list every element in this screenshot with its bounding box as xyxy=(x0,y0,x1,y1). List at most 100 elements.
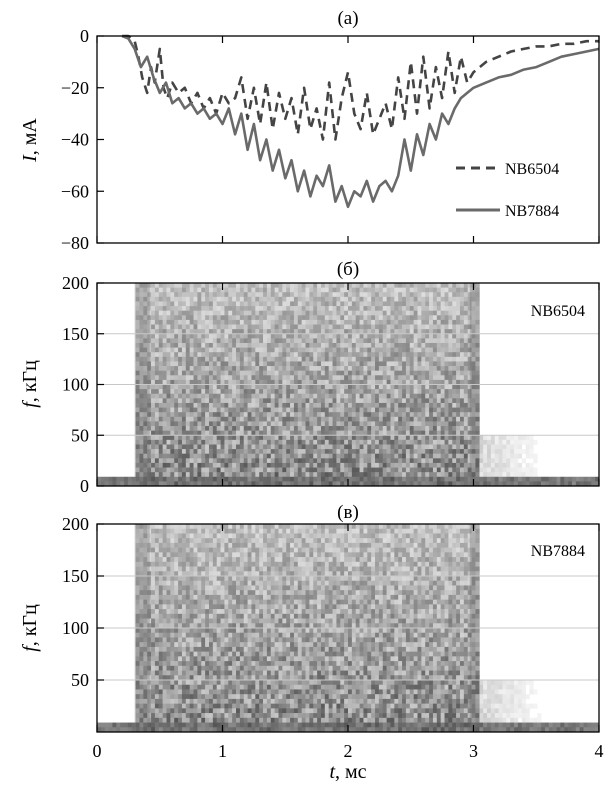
panel-b-spectrogram-cell xyxy=(459,462,465,468)
panel-b-spectrogram-cell xyxy=(216,342,221,348)
panel-b-spectrogram-cell xyxy=(525,453,530,459)
panel-b-spectrogram-cell xyxy=(463,402,469,408)
panel-b-spectrogram-cell xyxy=(463,342,469,348)
panel-b-spectrogram-cell xyxy=(270,333,275,339)
panel-b-spectrogram-cell xyxy=(162,462,167,468)
panel-b-spectrogram-cell xyxy=(270,296,275,302)
panel-b-spectrogram-cell xyxy=(212,292,218,298)
panel-b-spectrogram-cell xyxy=(510,444,515,450)
panel-b-spectrogram-cell xyxy=(409,324,414,330)
panel-c-spectrogram-cell xyxy=(193,713,198,719)
panel-b-spectrogram-cell xyxy=(459,342,465,348)
panel-b-spectrogram-cell xyxy=(498,458,503,464)
panel-b-spectrogram-cell xyxy=(390,324,395,330)
panel-b-spectrogram-cell xyxy=(452,292,457,298)
panel-b-spectrogram-cell xyxy=(313,366,318,371)
panel-b-spectrogram-cell xyxy=(243,338,248,344)
panel-b-spectrogram-cell xyxy=(297,283,302,288)
panel-b-spectrogram-cell xyxy=(247,361,252,367)
panel-b-spectrogram-cell xyxy=(348,389,353,395)
panel-b-spectrogram-cell xyxy=(228,296,233,302)
panel-b-spectrogram-cell xyxy=(151,402,156,408)
panel-b-spectrogram-cell xyxy=(147,412,152,418)
panel-b-spectrogram-cell xyxy=(371,453,376,459)
panel-c-spectrogram-cell xyxy=(189,727,194,733)
panel-b-spectrogram-cell xyxy=(336,449,341,454)
panel-b-spectrogram-cell xyxy=(239,416,245,422)
panel-c-spectrogram-cell xyxy=(185,665,190,671)
panel-b-spectrogram-cell xyxy=(344,435,349,441)
panel-b-spectrogram-cell xyxy=(479,476,484,482)
panel-c-spectrogram-cell xyxy=(151,533,156,539)
panel-b-spectrogram-cell xyxy=(336,389,341,395)
panel-c-spectrogram-cell xyxy=(166,552,171,558)
panel-c-spectrogram-cell xyxy=(147,613,152,619)
panel-b-spectrogram-cell xyxy=(251,430,256,436)
panel-b-spectrogram-cell xyxy=(375,352,380,358)
panel-c-spectrogram-cell xyxy=(174,599,179,605)
panel-b-spectrogram-cell xyxy=(297,361,302,367)
panel-b-spectrogram-cell xyxy=(444,296,449,302)
panel-c-spectrogram-cell xyxy=(197,703,202,709)
panel-c-spectrogram-cell xyxy=(139,703,144,709)
panel-b-spectrogram-cell xyxy=(263,319,268,325)
panel-b-spectrogram-cell xyxy=(340,444,345,450)
panel-b-spectrogram-cell xyxy=(212,338,218,344)
panel-b-spectrogram-cell xyxy=(448,319,453,325)
panel-c-spectrogram-cell xyxy=(174,533,179,539)
panel-b-spectrogram-cell xyxy=(324,453,329,459)
panel-b-spectrogram-cell xyxy=(413,449,418,454)
panel-b-spectrogram-cell xyxy=(270,287,275,293)
panel-b-spectrogram-cell xyxy=(390,347,395,353)
panel-b-spectrogram-cell xyxy=(413,444,418,450)
panel-b-spectrogram-cell xyxy=(170,301,175,307)
panel-b-spectrogram-cell xyxy=(467,333,472,339)
panel-c-spectrogram-cell xyxy=(189,623,194,629)
panel-b-spectrogram-cell xyxy=(544,476,550,482)
panel-b-spectrogram-cell xyxy=(332,412,337,418)
panel-b-spectrogram-cell xyxy=(278,467,283,473)
panel-b-spectrogram-cell xyxy=(487,439,492,445)
panel-b-spectrogram-cell xyxy=(278,324,283,330)
panel-b-spectrogram-cell xyxy=(371,402,376,408)
panel-b-spectrogram-cell xyxy=(359,393,364,399)
panel-b-spectrogram-cell xyxy=(162,435,167,441)
panel-b-spectrogram-cell xyxy=(421,352,426,358)
panel-b-spectrogram-cell xyxy=(394,439,399,445)
panel-c-spectrogram-cell xyxy=(170,623,175,629)
panel-c-spectrogram-cell xyxy=(193,637,198,643)
panel-b-spectrogram-cell xyxy=(425,393,430,399)
panel-b-spectrogram-cell xyxy=(421,476,426,482)
panel-b-spectrogram-cell xyxy=(429,439,434,445)
panel-b-spectrogram-cell xyxy=(402,444,407,450)
panel-b-spectrogram-cell xyxy=(340,472,345,478)
panel-b-spectrogram-cell xyxy=(351,352,357,358)
panel-b-spectrogram-cell xyxy=(185,379,190,385)
panel-b-spectrogram-cell xyxy=(147,347,152,353)
panel-b-spectrogram-cell xyxy=(340,412,345,418)
panel-b-spectrogram-cell xyxy=(444,426,449,431)
panel-b-spectrogram-cell xyxy=(487,472,492,478)
panel-b-spectrogram-cell xyxy=(463,347,469,353)
panel-c-spectrogram-cell xyxy=(170,670,175,676)
panel-b-spectrogram-cell xyxy=(116,476,121,482)
panel-b-spectrogram-cell xyxy=(320,421,326,427)
panel-c-spectrogram-cell xyxy=(170,609,175,615)
panel-c-spectrogram-cell xyxy=(135,703,140,709)
panel-b-spectrogram-cell xyxy=(162,402,167,408)
panel-b-spectrogram-cell xyxy=(174,389,179,395)
panel-b-spectrogram-cell xyxy=(305,472,310,478)
panel-b-spectrogram-cell xyxy=(324,287,329,293)
panel-b-spectrogram-cell xyxy=(405,458,411,464)
panel-b-spectrogram-cell xyxy=(135,402,140,408)
panel-b-spectrogram-cell xyxy=(305,426,310,431)
panel-b-spectrogram-cell xyxy=(417,301,422,307)
panel-c-spectrogram-cell xyxy=(154,599,160,605)
panel-a-ylabel: I, мА xyxy=(19,118,41,163)
panel-b-spectrogram-cell xyxy=(158,356,163,362)
panel-b-spectrogram-cell xyxy=(135,458,140,464)
panel-c-spectrogram-cell xyxy=(193,613,198,619)
panel-b-spectrogram-cell xyxy=(348,329,353,335)
panel-b-spectrogram-cell xyxy=(487,476,492,482)
panel-b-spectrogram-cell xyxy=(332,430,337,436)
